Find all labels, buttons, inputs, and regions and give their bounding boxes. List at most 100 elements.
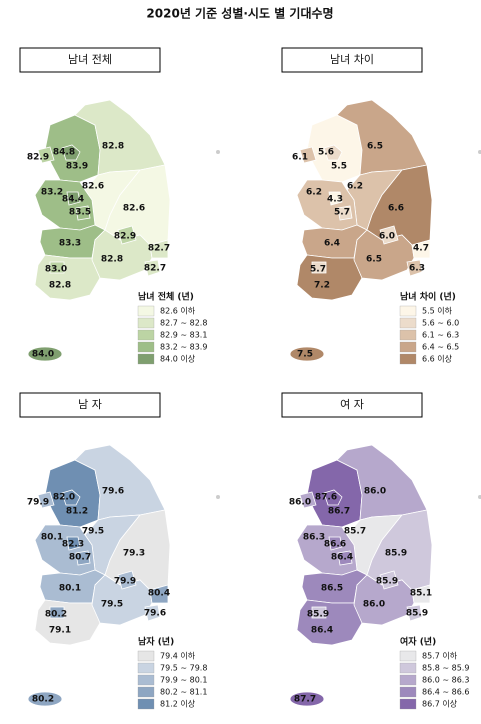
legend-swatch <box>399 686 417 698</box>
region <box>411 239 431 259</box>
legend-swatch <box>399 650 417 662</box>
region <box>289 346 325 362</box>
region-label: 80.2 <box>32 695 54 705</box>
legend-label: 6.1 ~ 6.3 <box>422 331 459 340</box>
legend-label: 86.7 이상 <box>422 699 458 709</box>
region-label: 79.9 <box>27 498 49 508</box>
region <box>336 99 428 176</box>
region-label: 6.1 <box>292 153 308 163</box>
region-label: 85.9 <box>307 610 329 620</box>
island <box>478 495 481 499</box>
region <box>406 604 423 622</box>
region-label: 6.6 <box>388 204 404 214</box>
legend-swatch <box>399 341 417 353</box>
region-label: 6.5 <box>366 255 382 265</box>
region <box>299 491 317 509</box>
region-label: 82.9 <box>114 232 136 242</box>
panel-title: 여 자 <box>340 398 364 411</box>
region-label: 6.3 <box>409 264 425 274</box>
legend-label: 85.8 ~ 85.9 <box>422 664 469 673</box>
legend-label: 82.9 ~ 83.1 <box>160 331 207 340</box>
region-label: 82.3 <box>62 540 84 550</box>
region <box>299 146 317 164</box>
region-label: 83.0 <box>45 265 67 275</box>
region <box>379 225 399 245</box>
region <box>336 444 428 521</box>
region-label: 86.0 <box>363 600 385 610</box>
legend-label: 86.4 ~ 86.6 <box>422 688 469 697</box>
region-label: 84.0 <box>32 350 54 360</box>
region-label: 86.7 <box>328 507 350 517</box>
legend-label: 79.9 ~ 80.1 <box>160 676 207 685</box>
legend-label: 5.5 이하 <box>422 306 453 316</box>
legend-title: 남녀 차이 (년) <box>400 291 456 303</box>
legend-swatch <box>137 662 155 674</box>
legend-swatch <box>399 674 417 686</box>
region-label: 80.2 <box>45 610 67 620</box>
region-label: 86.4 <box>331 553 353 563</box>
region-label: 80.7 <box>69 553 91 563</box>
legend-label: 81.2 이상 <box>160 699 196 709</box>
region <box>34 599 101 646</box>
region <box>328 191 343 206</box>
region-label: 4.7 <box>413 244 429 254</box>
region <box>37 146 55 164</box>
region-label: 5.7 <box>310 265 326 275</box>
legend-swatch <box>137 317 155 329</box>
region <box>411 584 431 604</box>
region-label: 85.1 <box>410 589 432 599</box>
region <box>74 444 166 521</box>
region <box>323 144 343 161</box>
region-label: 79.5 <box>82 527 104 537</box>
region-label: 82.6 <box>82 182 104 192</box>
region-label: 79.1 <box>49 626 71 636</box>
region <box>289 691 325 707</box>
region-label: 86.3 <box>303 533 325 543</box>
region-label: 80.1 <box>41 533 63 543</box>
legend-swatch <box>137 686 155 698</box>
panel-title: 남녀 차이 <box>330 53 374 66</box>
region <box>61 144 81 161</box>
region-label: 79.3 <box>123 549 145 559</box>
region <box>27 346 63 362</box>
region <box>149 239 169 259</box>
region <box>66 191 81 206</box>
region <box>49 261 65 274</box>
legend-label: 84.0 이상 <box>160 354 196 364</box>
region-label: 82.9 <box>27 153 49 163</box>
panel-title-box <box>281 392 423 418</box>
legend-label: 6.4 ~ 6.5 <box>422 343 459 352</box>
legend-swatch <box>137 650 155 662</box>
region-label: 6.2 <box>347 182 363 192</box>
region-label: 84.8 <box>53 148 75 158</box>
legend-label: 6.6 이상 <box>422 354 453 364</box>
region-label: 82.0 <box>53 493 75 503</box>
panel-title-box <box>281 47 423 73</box>
region-label: 85.9 <box>376 577 398 587</box>
panel-title: 남녀 전체 <box>68 53 112 66</box>
region-label: 80.1 <box>59 584 81 594</box>
region-label: 84.4 <box>62 195 84 205</box>
region-label: 80.4 <box>148 589 170 599</box>
region <box>379 570 399 590</box>
region-label: 81.2 <box>66 507 88 517</box>
region-label: 5.6 <box>318 148 334 158</box>
region <box>117 570 137 590</box>
region <box>328 536 343 551</box>
legend-swatch <box>137 329 155 341</box>
region-label: 5.5 <box>331 162 347 172</box>
region <box>74 99 166 176</box>
region-label: 85.9 <box>406 609 428 619</box>
region-label: 86.0 <box>364 487 386 497</box>
legend-label: 80.2 ~ 81.1 <box>160 688 207 697</box>
region-label: 79.5 <box>101 600 123 610</box>
region-label: 5.7 <box>334 208 350 218</box>
region-label: 86.4 <box>311 626 333 636</box>
page-title: 2020년 기준 성별·시도 별 기대수명 <box>146 6 333 21</box>
region-label: 86.5 <box>321 584 343 594</box>
region <box>75 205 91 221</box>
region <box>66 536 81 551</box>
region-label: 82.7 <box>148 244 170 254</box>
region-label: 4.3 <box>327 195 343 205</box>
